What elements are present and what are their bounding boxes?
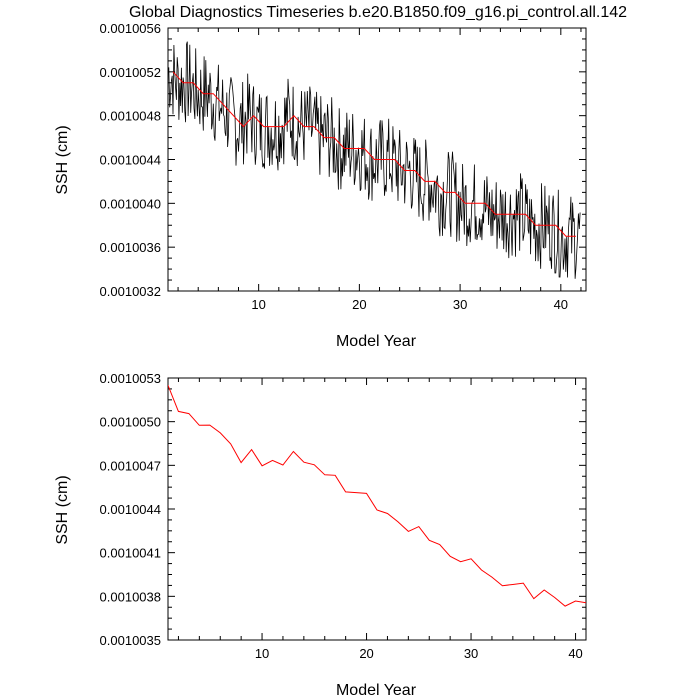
top-x-tick-label: 30 xyxy=(453,297,467,312)
bottom-y-tick-label: 0.0010038 xyxy=(100,589,161,604)
bottom-y-tick-label: 0.0010044 xyxy=(100,502,161,517)
bottom-x-tick-label: 30 xyxy=(464,646,478,661)
top-y-tick-label: 0.0010036 xyxy=(100,240,161,255)
top-y-tick-label: 0.0010052 xyxy=(100,65,161,80)
bottom-y-tick-label: 0.0010047 xyxy=(100,458,161,473)
top-y-tick-label: 0.0010048 xyxy=(100,109,161,124)
bottom-y-tick-label: 0.0010050 xyxy=(100,415,161,430)
bottom-series-annual-line xyxy=(168,385,586,607)
bottom-y-axis-label: SSH (cm) xyxy=(54,475,71,544)
top-x-tick-label: 20 xyxy=(352,297,366,312)
bottom-x-tick-label: 10 xyxy=(255,646,269,661)
figure-title: Global Diagnostics Timeseries b.e20.B185… xyxy=(129,4,627,21)
top-panel: 10 20 30 40 0.0010032 0.0010036 0.0010040 0.001… xyxy=(54,21,587,350)
bottom-y-tick-label: 0.0010053 xyxy=(100,371,161,386)
top-series-monthly-line xyxy=(168,41,581,279)
top-y-axis-label: SSH (cm) xyxy=(54,125,71,194)
bottom-x-axis-label: Model Year xyxy=(336,682,417,699)
top-series-group xyxy=(168,41,581,279)
bottom-frame xyxy=(167,377,587,641)
top-x-axis-label: Model Year xyxy=(336,333,417,350)
top-series-annual-line xyxy=(172,71,576,237)
bottom-plot-area: 10 20 30 40 0.0010035 0.0010038 0.0010041 0.001… xyxy=(100,371,587,661)
top-x-tick-label: 40 xyxy=(554,297,568,312)
bottom-y-tick-label: 0.0010041 xyxy=(100,546,161,561)
top-y-tick-label: 0.0010040 xyxy=(100,196,161,211)
bottom-x-tick-label: 20 xyxy=(359,646,373,661)
top-y-tick-label: 0.0010032 xyxy=(100,284,161,299)
top-plot-area: 10 20 30 40 0.0010032 0.0010036 0.0010040 0.001… xyxy=(100,21,587,312)
bottom-panel: 10 20 30 40 0.0010035 0.0010038 0.0010041 0.001… xyxy=(54,371,587,699)
top-y-tick-label: 0.0010044 xyxy=(100,153,161,168)
bottom-series-group xyxy=(168,385,586,607)
bottom-y-tick-label: 0.0010035 xyxy=(100,633,161,648)
top-x-tick-label: 10 xyxy=(251,297,265,312)
top-y-tick-label: 0.0010056 xyxy=(100,21,161,36)
bottom-x-tick-label: 40 xyxy=(568,646,582,661)
